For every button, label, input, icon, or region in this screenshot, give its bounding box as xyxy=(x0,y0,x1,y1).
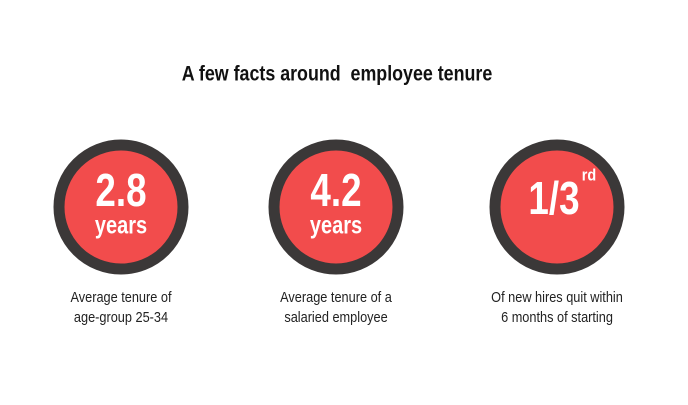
fact-value: 1/3 xyxy=(528,172,579,224)
fact-card: 2.8 years Average tenure of age-group 25… xyxy=(53,139,189,325)
badge xyxy=(268,139,404,275)
caption-line: age-group 25-34 xyxy=(74,308,168,325)
fact-unit: years xyxy=(95,212,147,240)
caption-line: Of new hires quit within xyxy=(491,288,623,305)
title: A few facts around employee tenure xyxy=(182,62,493,86)
fact-value: 4.2 xyxy=(310,164,361,216)
caption-line: Average tenure of a xyxy=(280,288,392,305)
badge xyxy=(489,139,625,275)
caption-line: Average tenure of xyxy=(70,288,171,305)
fact-value: 2.8 xyxy=(95,164,146,216)
fact-card: 4.2 years Average tenure of a salaried e… xyxy=(268,139,404,325)
fact-card: 1/3 rd Of new hires quit within 6 months… xyxy=(489,139,625,325)
caption-line: 6 months of starting xyxy=(501,308,613,325)
caption-line: salaried employee xyxy=(284,308,388,325)
fact-unit: years xyxy=(310,212,362,240)
badge xyxy=(53,139,189,275)
fact-superscript: rd xyxy=(582,166,596,184)
